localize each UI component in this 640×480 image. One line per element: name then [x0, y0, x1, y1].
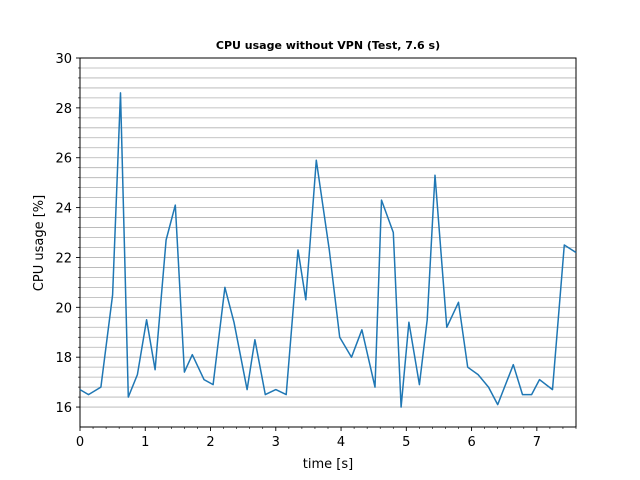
chart-title: CPU usage without VPN (Test, 7.6 s)	[216, 39, 440, 52]
y-tick-label: 26	[55, 152, 72, 167]
x-axis: 0 1 2 3 4 5 6 7	[76, 427, 577, 450]
y-tick-label: 20	[55, 301, 72, 316]
x-tick-label: 2	[206, 435, 214, 450]
y-axis-label: CPU usage [%]	[32, 195, 47, 291]
y-axis: 16 18 20 22 24 26 28 30	[55, 52, 80, 416]
y-tick-label: 24	[55, 202, 72, 217]
x-axis-label: time [s]	[303, 457, 353, 472]
y-tick-label: 16	[55, 401, 72, 416]
x-tick-label: 4	[337, 435, 345, 450]
x-tick-label: 5	[402, 435, 410, 450]
y-tick-label: 18	[55, 351, 72, 366]
x-tick-label: 3	[272, 435, 280, 450]
x-tick-label: 1	[141, 435, 149, 450]
series-line	[79, 92, 577, 408]
y-tick-label: 28	[55, 102, 72, 117]
x-tick-label: 0	[76, 435, 84, 450]
y-tick-label: 30	[55, 52, 72, 67]
x-tick-label: 7	[533, 435, 541, 450]
grid-lines	[80, 57, 576, 408]
y-tick-label: 22	[55, 251, 72, 266]
x-tick-label: 6	[467, 435, 475, 450]
